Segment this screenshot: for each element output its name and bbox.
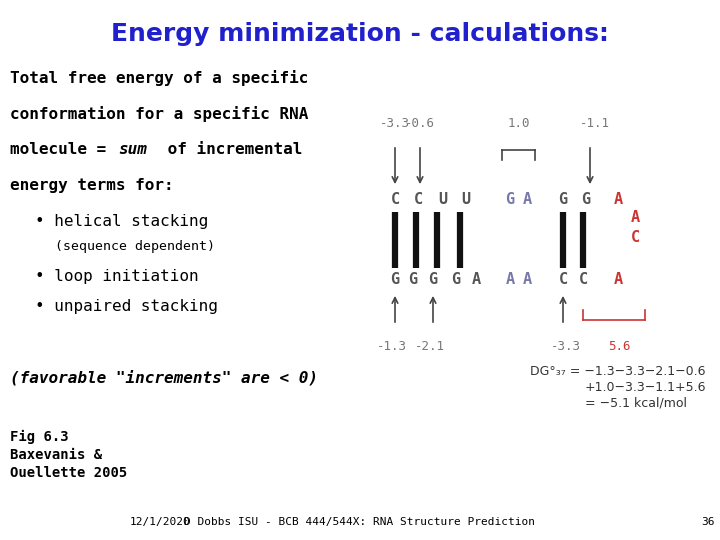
Text: 5.6: 5.6 <box>608 340 630 353</box>
Text: C: C <box>631 231 639 246</box>
Text: G: G <box>582 192 590 207</box>
Text: Ouellette 2005: Ouellette 2005 <box>10 466 127 480</box>
Text: -0.6: -0.6 <box>405 117 435 130</box>
Text: A: A <box>523 192 531 207</box>
Text: 1.0: 1.0 <box>508 117 530 130</box>
Text: molecule =: molecule = <box>10 142 116 157</box>
Text: C: C <box>413 192 423 207</box>
Text: • unpaired stacking: • unpaired stacking <box>35 299 218 314</box>
Text: D Dobbs ISU - BCB 444/544X: RNA Structure Prediction: D Dobbs ISU - BCB 444/544X: RNA Structur… <box>184 517 536 527</box>
Text: C: C <box>578 273 588 287</box>
Text: A: A <box>472 273 480 287</box>
Text: energy terms for:: energy terms for: <box>10 178 174 193</box>
Text: U: U <box>462 192 471 207</box>
Text: A: A <box>613 273 623 287</box>
Text: Baxevanis &: Baxevanis & <box>10 448 102 462</box>
Text: (favorable "increments" are < 0): (favorable "increments" are < 0) <box>10 370 318 386</box>
Text: G: G <box>408 273 418 287</box>
Text: U: U <box>438 192 448 207</box>
Text: -3.3: -3.3 <box>380 117 410 130</box>
Text: Fig 6.3: Fig 6.3 <box>10 430 68 444</box>
Text: Energy minimization - calculations:: Energy minimization - calculations: <box>111 22 609 46</box>
Text: sum: sum <box>118 142 147 157</box>
Text: G: G <box>390 273 400 287</box>
Text: A: A <box>631 211 639 226</box>
Text: A: A <box>523 273 531 287</box>
Text: conformation for a specific RNA: conformation for a specific RNA <box>10 106 308 122</box>
Text: • helical stacking: • helical stacking <box>35 214 208 229</box>
Text: A: A <box>613 192 623 207</box>
Text: DG°₃₇ = −1.3−3.3−2.1−0.6: DG°₃₇ = −1.3−3.3−2.1−0.6 <box>530 365 706 378</box>
Text: C: C <box>390 192 400 207</box>
Text: Total free energy of a specific: Total free energy of a specific <box>10 70 308 86</box>
Text: -2.1: -2.1 <box>415 340 445 353</box>
Text: G: G <box>451 273 461 287</box>
Text: • loop initiation: • loop initiation <box>35 269 199 284</box>
Text: C: C <box>559 273 567 287</box>
Text: +1.0−3.3−1.1+5.6: +1.0−3.3−1.1+5.6 <box>585 381 706 394</box>
Text: = −5.1 kcal/mol: = −5.1 kcal/mol <box>585 397 687 410</box>
Text: -1.1: -1.1 <box>580 117 610 130</box>
Text: (sequence dependent): (sequence dependent) <box>55 240 215 253</box>
Text: A: A <box>505 273 515 287</box>
Text: G: G <box>505 192 515 207</box>
Text: G: G <box>559 192 567 207</box>
Text: -1.3: -1.3 <box>377 340 407 353</box>
Text: -3.3: -3.3 <box>551 340 581 353</box>
Text: 12/1/2020: 12/1/2020 <box>130 517 191 527</box>
Text: of incremental: of incremental <box>158 142 302 157</box>
Text: G: G <box>428 273 438 287</box>
Text: 36: 36 <box>701 517 715 527</box>
